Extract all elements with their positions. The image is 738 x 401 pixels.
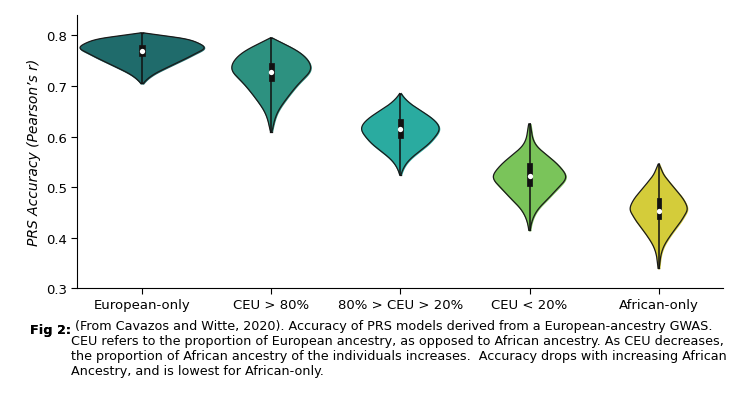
Bar xyxy=(657,199,661,219)
Bar xyxy=(269,64,274,82)
Bar xyxy=(527,164,532,186)
Y-axis label: PRS Accuracy (Pearson’s r): PRS Accuracy (Pearson’s r) xyxy=(27,59,41,246)
Bar xyxy=(139,47,145,57)
Text: Fig 2:: Fig 2: xyxy=(30,323,71,336)
Text: (From Cavazos and Witte, 2020). Accuracy of PRS models derived from a European-a: (From Cavazos and Witte, 2020). Accuracy… xyxy=(71,319,726,377)
Text: Fig 2:: Fig 2: xyxy=(30,323,71,336)
Bar xyxy=(398,119,403,138)
